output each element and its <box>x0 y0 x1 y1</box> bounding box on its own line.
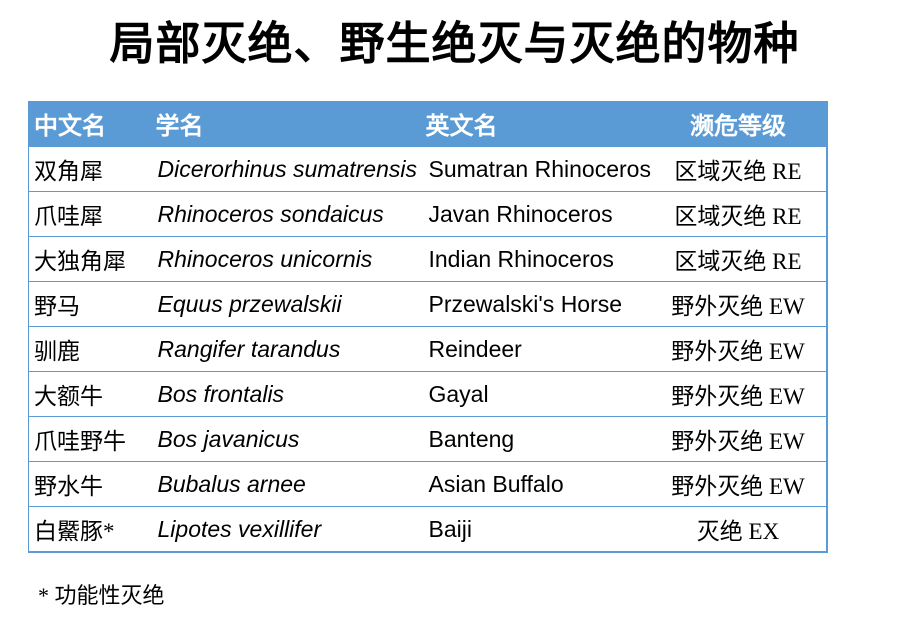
cell-english-name: Banteng <box>420 416 651 462</box>
table-row: 爪哇野牛 Bos javanicus Banteng 野外灭绝 EW <box>28 416 827 462</box>
column-header-scientific-name: 学名 <box>150 101 421 147</box>
cell-chinese-name: 野水牛 <box>28 461 151 507</box>
table-row: 大额牛 Bos frontalis Gayal 野外灭绝 EW <box>28 371 827 417</box>
table-row: 爪哇犀 Rhinoceros sondaicus Javan Rhinoceros 区… <box>28 191 827 237</box>
table-row: 驯鹿 Rangifer tarandus Reindeer 野外灭绝 EW <box>28 326 827 372</box>
cell-scientific-name: Lipotes vexillifer <box>150 506 421 552</box>
cell-chinese-name: 大额牛 <box>28 371 151 417</box>
cell-scientific-name: Bubalus arnee <box>150 461 421 507</box>
species-table: 中文名 学名 英文名 濒危等级 双角犀 Dicerorhinus sumatren… <box>28 101 828 553</box>
table-row: 野水牛 Bubalus arnee Asian Buffalo 野外灭绝 EW <box>28 461 827 507</box>
cell-chinese-name: 白鱀豚* <box>28 506 151 552</box>
cell-scientific-name: Dicerorhinus sumatrensis <box>150 146 421 192</box>
cell-threat-level: 灭绝 EX <box>650 506 827 552</box>
table-header-row: 中文名 学名 英文名 濒危等级 <box>28 101 827 147</box>
cell-english-name: Javan Rhinoceros <box>420 191 651 237</box>
cell-chinese-name: 爪哇犀 <box>28 191 151 237</box>
cell-chinese-name: 爪哇野牛 <box>28 416 151 462</box>
cell-chinese-name: 双角犀 <box>28 146 151 192</box>
cell-english-name: Gayal <box>420 371 651 417</box>
column-header-chinese-name: 中文名 <box>28 101 151 147</box>
cell-chinese-name: 野马 <box>28 281 151 327</box>
cell-threat-level: 野外灭绝 EW <box>650 461 827 507</box>
cell-chinese-name: 大独角犀 <box>28 236 151 282</box>
cell-chinese-name: 驯鹿 <box>28 326 151 372</box>
cell-scientific-name: Bos frontalis <box>150 371 421 417</box>
cell-english-name: Asian Buffalo <box>420 461 651 507</box>
cell-threat-level: 野外灭绝 EW <box>650 371 827 417</box>
table-row: 野马 Equus przewalskii Przewalski's Horse 野外灭… <box>28 281 827 327</box>
cell-threat-level: 区域灭绝 RE <box>650 236 827 282</box>
footnote-functionally-extinct: * 功能性灭绝 <box>38 583 165 608</box>
cell-threat-level: 野外灭绝 EW <box>650 326 827 372</box>
cell-threat-level: 区域灭绝 RE <box>650 191 827 237</box>
table-body: 双角犀 Dicerorhinus sumatrensis Sumatran Rhin… <box>28 146 827 552</box>
cell-threat-level: 野外灭绝 EW <box>650 281 827 327</box>
column-header-threat-level: 濒危等级 <box>650 101 827 147</box>
table-row: 大独角犀 Rhinoceros unicornis Indian Rhinocero… <box>28 236 827 282</box>
cell-scientific-name: Equus przewalskii <box>150 281 421 327</box>
cell-scientific-name: Rhinoceros unicornis <box>150 236 421 282</box>
cell-threat-level: 野外灭绝 EW <box>650 416 827 462</box>
cell-english-name: Przewalski's Horse <box>420 281 651 327</box>
table-row: 白鱀豚* Lipotes vexillifer Baiji 灭绝 EX <box>28 506 827 552</box>
cell-threat-level: 区域灭绝 RE <box>650 146 827 192</box>
cell-scientific-name: Bos javanicus <box>150 416 421 462</box>
column-header-english-name: 英文名 <box>420 101 651 147</box>
cell-scientific-name: Rhinoceros sondaicus <box>150 191 421 237</box>
page-title: 局部灭绝、野生绝灭与灭绝的物种 <box>109 18 800 69</box>
cell-english-name: Sumatran Rhinoceros <box>420 146 651 192</box>
cell-english-name: Indian Rhinoceros <box>420 236 651 282</box>
table-row: 双角犀 Dicerorhinus sumatrensis Sumatran Rhin… <box>28 146 827 192</box>
cell-english-name: Baiji <box>420 506 651 552</box>
cell-scientific-name: Rangifer tarandus <box>150 326 421 372</box>
cell-english-name: Reindeer <box>420 326 651 372</box>
